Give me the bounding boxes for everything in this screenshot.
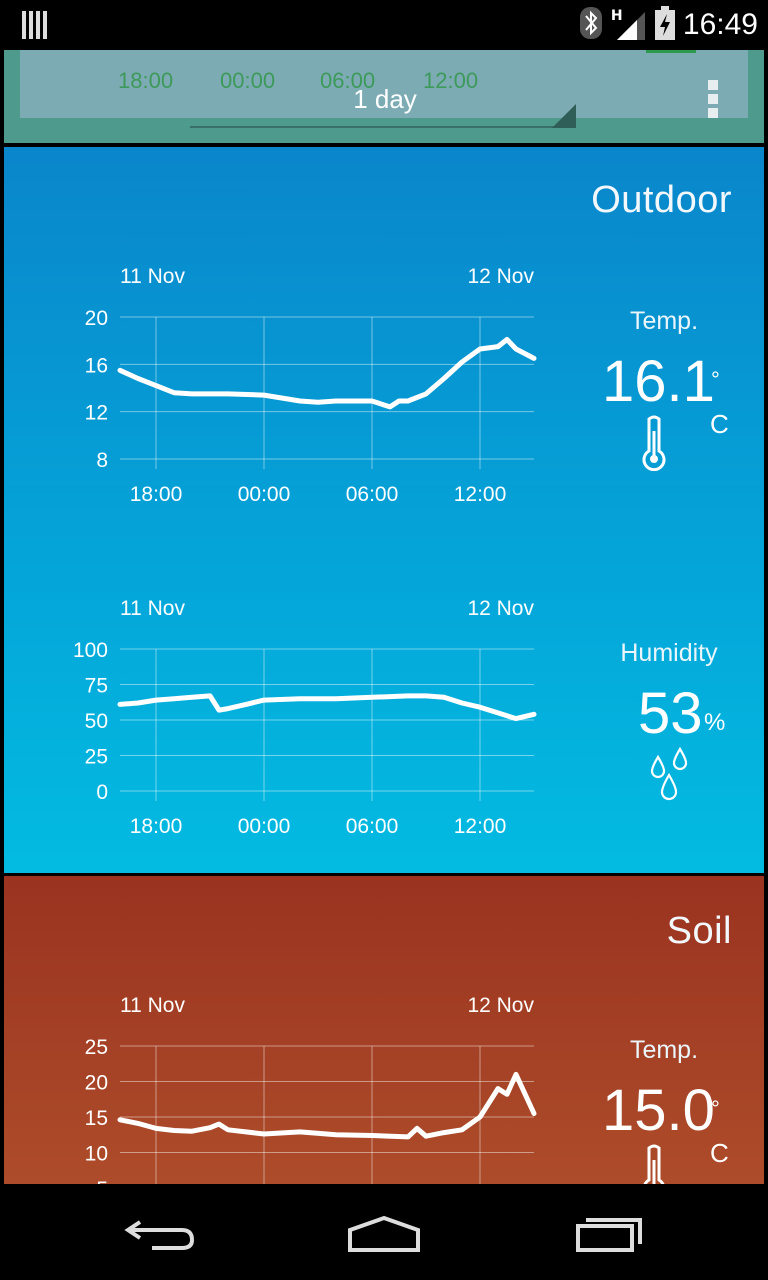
reading-label: Humidity: [620, 639, 718, 667]
bluetooth-icon: [579, 6, 603, 44]
card-title: Soil: [666, 910, 732, 952]
signal-icon: H: [611, 8, 647, 42]
reading-unit: C: [710, 1138, 729, 1168]
home-icon: [348, 1215, 420, 1252]
card-title: Outdoor: [591, 179, 732, 221]
outdoor-humidity-chart: 11 Nov 12 Nov 100 75 50 25 0 18:00 00:00 06:00 12:…: [64, 593, 544, 838]
date-label: 11 Nov: [120, 994, 185, 1017]
notification-icon: [22, 11, 48, 43]
reading-unit: C: [710, 409, 729, 439]
status-time: 16:49: [682, 8, 758, 41]
x-tick-label: 00:00: [238, 815, 291, 838]
x-tick-label: 06:00: [346, 483, 399, 506]
x-tick-label: 12:00: [454, 815, 507, 838]
x-tick-label: 12:00: [454, 483, 507, 506]
chart-svg: 11 Nov 12 Nov 20 16 12 8 18:00 00:00 06:00 12:00: [85, 265, 537, 506]
reading-value: 16.1: [602, 349, 715, 414]
outdoor-card: Outdoor 11 Nov 12 Nov 20 16 12 8 18:00 00:00 06:…: [4, 147, 764, 873]
y-tick-label: 25: [85, 1036, 108, 1059]
date-label: 11 Nov: [120, 597, 185, 620]
y-tick-label: 5: [96, 1178, 108, 1184]
back-icon: [124, 1220, 195, 1250]
y-tick-label: 25: [85, 746, 108, 769]
y-tick-label: 75: [85, 675, 108, 698]
x-tick-label: 12:00: [423, 68, 479, 93]
y-tick-label: 10: [85, 1143, 108, 1166]
degree-symbol: °: [711, 367, 720, 392]
x-tick-label: 18:00: [130, 815, 183, 838]
previous-chart-area: 18:00 00:00 06:00 12:00: [20, 50, 748, 118]
x-tick-label: 18:00: [130, 483, 183, 506]
outdoor-humidity-reading: Humidity: [604, 639, 734, 668]
date-label: 12 Nov: [467, 265, 534, 288]
x-tick-label: 18:00: [118, 68, 174, 93]
home-button[interactable]: [346, 1214, 422, 1258]
navigation-bar: [0, 1184, 768, 1280]
outdoor-temp-reading: Temp.: [594, 307, 734, 336]
reading-value: 15.0: [602, 1078, 715, 1143]
y-tick-label: 12: [85, 402, 108, 425]
y-tick-label: 20: [85, 1072, 108, 1095]
date-label: 11 Nov: [120, 265, 185, 288]
date-label: 12 Nov: [467, 994, 534, 1017]
y-tick-label: 16: [85, 354, 108, 377]
y-tick-label: 20: [85, 307, 108, 330]
reading-label: Temp.: [629, 307, 699, 335]
recent-apps-icon: [576, 1218, 642, 1252]
outdoor-temp-chart: 11 Nov 12 Nov 20 16 12 8 18:00 00:00 06:00 12:00: [64, 261, 544, 506]
y-tick-label: 50: [85, 710, 108, 733]
soil-temp-reading: Temp.: [594, 1036, 734, 1065]
x-tick-label: 06:00: [320, 68, 376, 93]
reading-value: 53: [638, 681, 703, 746]
y-tick-label: 8: [96, 449, 108, 472]
y-tick-label: 100: [73, 639, 108, 662]
overflow-menu-icon[interactable]: [708, 80, 722, 122]
range-selector[interactable]: 1 day: [353, 84, 417, 114]
series-line: [117, 693, 537, 722]
series-line: [117, 1071, 537, 1140]
range-selector-underline: [190, 126, 576, 128]
thermometer-icon: [640, 1144, 668, 1184]
battery-charging-icon: [654, 6, 675, 44]
water-drops-icon: [644, 746, 696, 809]
reading-label: Temp.: [629, 1036, 699, 1064]
thermometer-icon: [640, 415, 668, 475]
chart-svg: 11 Nov 12 Nov 100 75 50 25 0 18:00 00:00 06:00 12:…: [73, 597, 537, 838]
back-button[interactable]: [124, 1218, 196, 1256]
y-tick-label: 15: [85, 1107, 108, 1130]
recent-apps-button[interactable]: [574, 1214, 646, 1258]
y-tick-label: 0: [96, 781, 108, 804]
dropdown-triangle-icon[interactable]: [552, 104, 576, 128]
date-label: 12 Nov: [467, 597, 534, 620]
reading-unit: %: [704, 709, 726, 736]
x-tick-label: 00:00: [220, 68, 276, 93]
degree-symbol: °: [711, 1096, 720, 1121]
x-tick-label: 06:00: [346, 815, 399, 838]
series-line: [117, 337, 537, 410]
indicator-bar: [646, 50, 696, 53]
x-tick-label: 00:00: [238, 483, 291, 506]
status-bar: H 16:49: [0, 0, 768, 50]
